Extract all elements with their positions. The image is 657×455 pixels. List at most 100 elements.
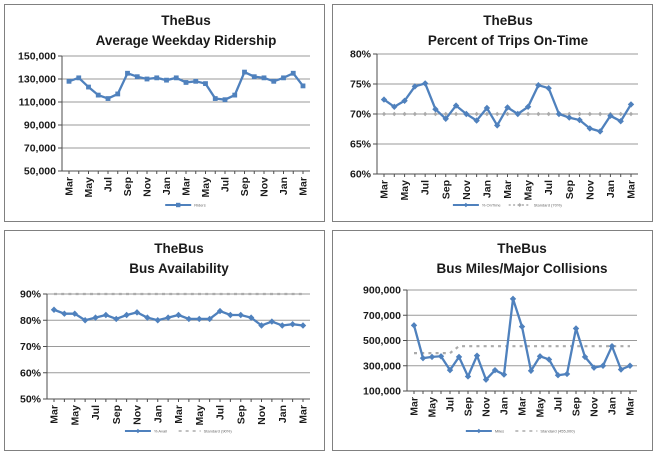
x-axis-label: Mar (379, 180, 391, 199)
x-axis-label: Sep (463, 397, 475, 416)
x-axis-label: May (535, 397, 547, 418)
x-axis-label: Jan (481, 180, 493, 198)
x-axis-label: May (399, 180, 411, 201)
x-axis-label: Nov (481, 397, 493, 417)
y-axis-label: 50,000 (24, 166, 56, 178)
x-axis-label: Sep (235, 405, 247, 424)
chart-ridership: TheBus Average Weekday Ridership 150,000… (18, 13, 310, 208)
chart-collisions: TheBus Bus Miles/Major Collisions 900,00… (363, 241, 637, 434)
y-axis-label: 300,000 (363, 360, 401, 372)
x-axis-label: Jul (103, 177, 115, 192)
x-axis-label: Jan (278, 177, 290, 195)
x-axis-label: Jul (445, 397, 457, 412)
chart-title-line2: Average Weekday Ridership (96, 33, 277, 48)
y-axis-label: 70% (350, 109, 372, 121)
legend-label: Standard (90%) (204, 429, 233, 434)
x-axis-label: Mar (625, 397, 637, 416)
legend-label: % OnTime (482, 203, 502, 208)
x-axis-label: Nov (132, 405, 144, 425)
legend-label: Standard (455,000) (540, 429, 575, 434)
x-axis-label: Jan (607, 397, 619, 415)
y-axis-label: 75% (350, 79, 372, 91)
x-axis-label: Jan (605, 180, 617, 198)
x-axis-label: Mar (626, 180, 638, 199)
plot-area-availability: 90% 80% 70% 60% 50% Mar May Jul Sep Nov Jan Mar May J… (20, 289, 310, 434)
chart-title-line2: Percent of Trips On-Time (428, 33, 589, 48)
x-axis-label: Mar (409, 397, 421, 416)
x-axis-label: Sep (111, 405, 123, 424)
chart-on-time: TheBus Percent of Trips On-Time 80% 75% 70… (350, 13, 638, 208)
x-axis-label: Mar (181, 177, 193, 196)
y-axis-label: 80% (350, 49, 372, 61)
x-axis-label: Jul (220, 177, 232, 192)
x-axis-label: Nov (461, 180, 473, 200)
x-axis-label: May (523, 180, 535, 201)
plot-area-ridership: 150,000 130,000 110,000 90,000 70,000 50,000 M… (18, 51, 310, 208)
x-axis-label: Jul (420, 180, 432, 195)
panel-bus-miles-major-collisions: TheBus Bus Miles/Major Collisions 900,00… (332, 230, 653, 451)
series-line-actual (68, 70, 304, 101)
chart-title-line2: Bus Availability (129, 261, 229, 276)
x-axis-label: Nov (259, 177, 271, 197)
x-axis-label: Jul (215, 405, 227, 420)
series-line-target (414, 345, 630, 355)
y-axis-label: 90,000 (24, 120, 56, 132)
x-axis-label: Mar (49, 405, 61, 424)
x-axis-label: Jan (277, 405, 289, 423)
x-axis-label: May (69, 405, 81, 426)
y-axis-label: 700,000 (363, 310, 401, 322)
x-axis-label: Sep (571, 397, 583, 416)
panel-average-weekday-ridership: TheBus Average Weekday Ridership 150,000… (4, 4, 325, 222)
x-axis-label: Sep (440, 180, 452, 199)
panel-percent-trips-on-time: TheBus Percent of Trips On-Time 80% 75% 70… (332, 4, 653, 222)
x-axis-label: Nov (589, 397, 601, 417)
x-axis-label: Mar (298, 177, 310, 196)
x-axis-label: Jul (543, 180, 555, 195)
x-axis-label: Mar (64, 177, 76, 196)
y-axis-label: 70% (20, 341, 42, 353)
x-axis-label: Jul (90, 405, 102, 420)
legend-label: Riders (194, 203, 206, 208)
y-axis-label: 65% (350, 139, 372, 151)
y-axis-label: 150,000 (18, 51, 56, 63)
y-axis-label: 90% (20, 289, 42, 301)
x-axis-label: May (427, 397, 439, 418)
x-axis-label: Mar (298, 405, 310, 424)
legend-label: Miles (495, 429, 504, 434)
chart-title-line1: TheBus (497, 241, 547, 256)
chart-title-line1: TheBus (483, 13, 533, 28)
y-axis-label: 80% (20, 315, 42, 327)
y-axis-label: 70,000 (24, 143, 56, 155)
chart-availability: TheBus Bus Availability 90% 80% 70% 60% 50% M… (20, 241, 310, 434)
y-axis-label: 60% (350, 169, 372, 181)
y-axis-label: 50% (20, 394, 42, 406)
legend-label: Standard (70%) (534, 203, 563, 208)
y-axis-label: 100,000 (363, 386, 401, 398)
plot-area-on-time: 80% 75% 70% 65% 60% Mar May Jul Sep Nov Jan Mar May J… (350, 49, 638, 208)
x-axis-label: Mar (517, 397, 529, 416)
x-axis-label: Nov (142, 177, 154, 197)
x-axis-label: Mar (173, 405, 185, 424)
y-axis-label: 500,000 (363, 335, 401, 347)
x-axis-label: Nov (256, 405, 268, 425)
x-axis-label: Jul (553, 397, 565, 412)
plot-area-collisions: 900,000 700,000 500,000 300,000 100,000 Mar Ma… (363, 285, 637, 434)
x-axis-label: Nov (584, 180, 596, 200)
x-axis-label: May (83, 177, 95, 198)
x-axis-label: Jan (499, 397, 511, 415)
panel-bus-availability: TheBus Bus Availability 90% 80% 70% 60% 50% M… (4, 230, 325, 451)
y-axis-label: 130,000 (18, 74, 56, 86)
chart-title-line1: TheBus (161, 13, 211, 28)
chart-title-line2: Bus Miles/Major Collisions (436, 261, 607, 276)
x-axis-label: Mar (502, 180, 514, 199)
y-axis-label: 900,000 (363, 285, 401, 297)
x-axis-label: Jan (152, 405, 164, 423)
chart-title-line1: TheBus (154, 241, 204, 256)
x-axis-label: Sep (122, 177, 134, 196)
x-axis-label: May (194, 405, 206, 426)
legend-label: % Avail (154, 429, 167, 434)
x-axis-label: Sep (564, 180, 576, 199)
series-line-actual (412, 298, 631, 382)
x-axis-label: Jan (161, 177, 173, 195)
